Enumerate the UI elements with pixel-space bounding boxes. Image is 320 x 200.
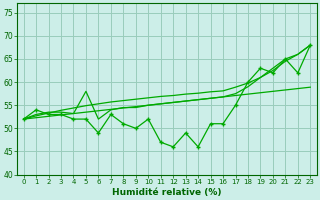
X-axis label: Humidité relative (%): Humidité relative (%)	[112, 188, 222, 197]
